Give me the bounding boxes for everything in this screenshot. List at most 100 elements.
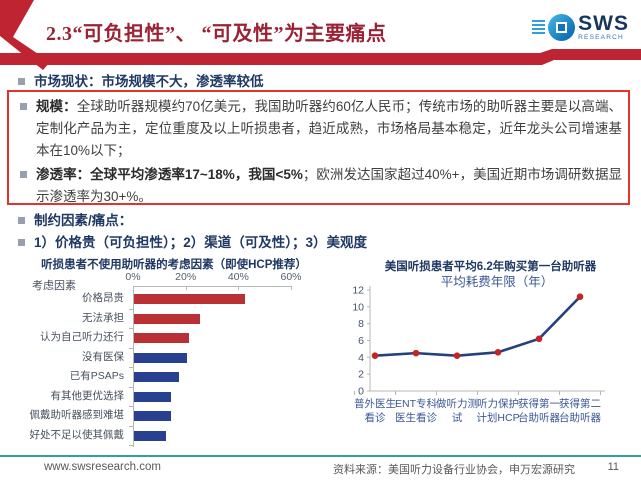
line-series <box>374 295 581 357</box>
bullet-square-icon <box>20 171 27 178</box>
bar <box>134 352 187 363</box>
line-chart-inner-title: 平均耗费年限（年） <box>441 275 554 289</box>
bullet-constraints: 制约因素/痛点： <box>18 212 132 230</box>
line-chart-xtick-label: 试 <box>452 412 463 424</box>
bullet-painpoints: 1）价格贵（可负担性）；2）渠道（可及性）；3）美观度 <box>18 234 367 252</box>
bar-row <box>134 348 294 368</box>
bar-category-label: 认为自己听力还行 <box>40 331 124 343</box>
bar-chart-category-tick <box>129 367 133 368</box>
bar <box>134 294 245 304</box>
bar-row <box>134 328 294 348</box>
bar-row <box>134 309 294 329</box>
logo-globe-icon <box>548 13 576 41</box>
line-chart-ytick-label: 12 <box>352 285 364 297</box>
bar-chart-category-tick <box>129 406 133 407</box>
bar-chart-category-tick <box>129 386 133 388</box>
bar-chart-category-tick <box>129 445 133 446</box>
footer-divider <box>0 455 641 457</box>
page-title: 2.3“可负担性”、 “可及性”为主要痛点 <box>46 23 387 45</box>
bar-chart-xticks: 0% 20% 40% 60% <box>28 271 320 283</box>
line-chart-xtick-label: ENT专科 <box>395 397 437 410</box>
line-chart-xtick-label: 做听力测 <box>436 397 478 410</box>
line-chart-xtick-label: 获得第二 <box>559 397 601 410</box>
bar-chart-category-tick <box>129 425 133 427</box>
bar-chart-bars <box>134 289 294 445</box>
line-chart-ytick-label: 8 <box>358 318 364 330</box>
footer-source: 资料来源：美国听力设备行业协会，申万宏源研究 <box>333 464 575 476</box>
bullet-scale-text: 规模：全球助听器规模约70亿美元，我国助听器约60亿人民币；传统市场的助听器主要… <box>36 96 622 162</box>
bullet-scale: 规模：全球助听器规模约70亿美元，我国助听器约60亿人民币；传统市场的助听器主要… <box>20 96 622 162</box>
bullet-constraints-text: 制约因素/痛点： <box>34 213 133 228</box>
line-chart-xtick-label: 听力保护 <box>477 397 519 410</box>
line-chart-ytick-label: 0 <box>358 386 364 398</box>
logo-subtext: RESEARCH <box>578 34 624 41</box>
bar-row <box>134 367 294 387</box>
bullet-square-icon <box>18 217 25 224</box>
bar-category-label: 已有PSAPs <box>69 370 124 382</box>
bar <box>134 313 200 324</box>
bar-chart-xtick-label: 20% <box>175 271 197 283</box>
footer-url[interactable]: www.swsresearch.com <box>44 461 161 473</box>
bar-chart-category-tick <box>129 328 133 329</box>
logo-stripes-icon <box>532 19 546 35</box>
bar-chart-category-tick <box>129 308 133 310</box>
bar-chart-title: 听损患者不使用助听器的考虑因素（即使HCP推荐） <box>41 259 307 271</box>
bullet-square-icon <box>20 103 27 110</box>
line-chart-ytick-label: 2 <box>358 369 364 381</box>
bar <box>134 411 171 421</box>
bar-category-label: 好处不足以使其佩戴 <box>29 428 125 441</box>
line-chart-ytick-label: 4 <box>358 352 364 364</box>
bullet-penetration: 渗透率：全球平均渗透率17~18%，我国<5%；欧洲发达国家超过40%+，美国近… <box>20 164 622 208</box>
line-chart-xtick-label: 获得第一 <box>518 397 560 410</box>
bar-chart-y-axis-line <box>133 286 134 447</box>
bullet-painpoints-text: 1）价格贵（可负担性）；2）渠道（可及性）；3）美观度 <box>34 235 368 250</box>
scale-body: 全球助听器规模约70亿美元，我国助听器约60亿人民币；传统市场的助听器主要是以高… <box>36 99 623 158</box>
penetration-label: 渗透率：全球平均渗透率17~18%，我国<5% <box>36 167 303 182</box>
bullet-market-status: 市场现状：市场规模不大，渗透率较低 <box>18 73 264 91</box>
line-chart-ytick-label: 6 <box>358 335 364 347</box>
header-red-band <box>0 49 641 65</box>
logo-text: SWS <box>578 12 629 35</box>
bar-chart-xtick-label: 40% <box>227 271 249 283</box>
bar-chart-axis-label: 考虑因素 <box>32 280 76 292</box>
bar <box>134 391 171 402</box>
bar-row <box>134 406 294 426</box>
line-chart-xtick-label: 医生看诊 <box>395 411 437 424</box>
sws-logo: SWS RESEARCH <box>532 13 629 42</box>
data-point-marker <box>453 352 461 359</box>
bullet-market-status-text: 市场现状：市场规模不大，渗透率较低 <box>34 74 264 89</box>
line-chart-ytick-label: 10 <box>352 301 364 313</box>
bar-chart-xtick-mark <box>133 286 134 290</box>
bar <box>134 430 166 441</box>
bullet-square-icon <box>18 78 25 85</box>
bar-chart: 听损患者不使用助听器的考虑因素（即使HCP推荐） 考虑因素 0% 20% 40% 60… <box>28 256 320 454</box>
line-chart-xtick-label: 普外医生 <box>354 397 396 410</box>
bar-chart-xtick-mark <box>185 286 187 290</box>
bar <box>134 372 179 382</box>
highlight-red-box: 规模：全球助听器规模约70亿美元，我国助听器约60亿人民币；传统市场的助听器主要… <box>7 90 630 205</box>
data-point-marker <box>535 335 543 343</box>
line-chart-xtick-label: 台助听器 <box>518 411 560 424</box>
bar-chart-xtick-mark <box>238 286 240 290</box>
bar-chart-category-labels: 价格昂贵 无法承担 认为自己听力还行 没有医保 已有PSAPs 有其他更优选择 佩戴助听器感… <box>28 289 129 445</box>
line-chart-xtick-label: 台助听器 <box>559 411 601 424</box>
bar-category-label: 有其他更优选择 <box>50 389 125 402</box>
bar-row <box>134 289 294 309</box>
bar-category-label: 价格昂贵 <box>82 292 124 304</box>
bar-chart-xtick-label: 0% <box>125 271 141 283</box>
scale-label: 规模： <box>36 99 77 114</box>
bar-chart-xtick-mark <box>291 286 292 290</box>
bar-chart-x-axis-line <box>133 286 291 287</box>
bar-category-label: 没有医保 <box>82 350 124 363</box>
bar-row <box>134 426 294 446</box>
bar-chart-category-tick <box>129 347 133 349</box>
footer-page-number: 11 <box>607 461 619 473</box>
bar-category-label: 佩戴助听器感到难堪 <box>29 409 125 421</box>
line-chart-xtick-label: 计划HCP <box>476 411 519 424</box>
logo-square-icon <box>556 21 568 33</box>
bar <box>134 333 190 343</box>
penetration-body: ；欧洲发达国家超过40%+，美国近期市场调研数据显示渗透率为30+%。 <box>36 167 622 204</box>
line-chart-xtick-label: 看诊 <box>365 411 386 424</box>
